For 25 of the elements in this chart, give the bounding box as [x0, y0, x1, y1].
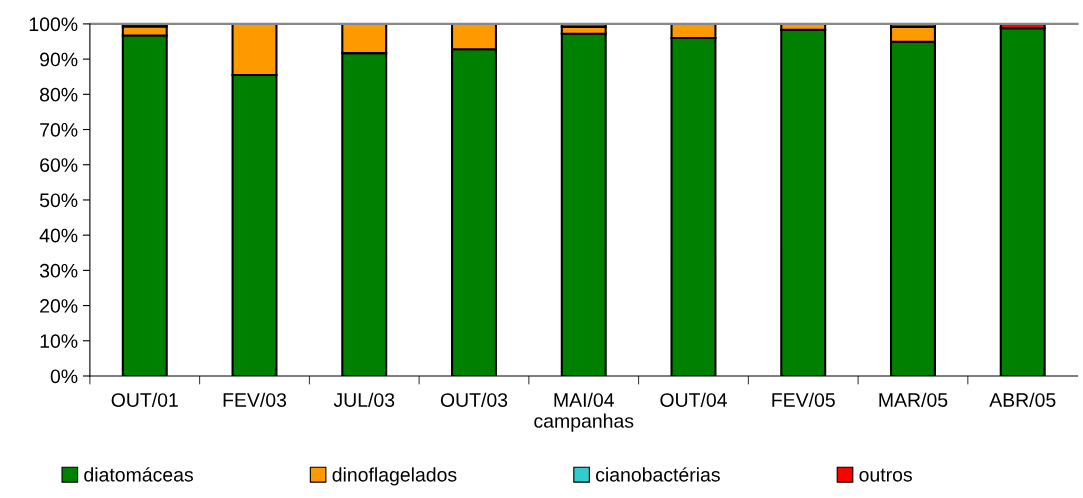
y-tick-label: 40%	[39, 228, 78, 243]
y-tick-label: 100%	[29, 17, 78, 32]
y-tick-label: 90%	[40, 52, 78, 67]
y-tick-label: 60%	[40, 158, 78, 172]
y-tick-label: 70%	[40, 123, 78, 137]
x-tick-label: JUL/03	[333, 392, 395, 407]
y-tick-label: 0%	[50, 369, 78, 384]
y-tick-label: 10%	[40, 334, 78, 349]
y-tick-label: 20%	[40, 299, 78, 313]
legend-label: diatomáceas	[84, 467, 193, 482]
y-tick-label: 50%	[39, 193, 78, 208]
x-tick-label: OUT/03	[440, 392, 508, 407]
x-tick-label: MAR/05	[879, 392, 948, 407]
legend-label: dinoflagelados	[332, 467, 457, 486]
y-tick-label: 30%	[39, 263, 78, 278]
x-tick-label: OUT/04	[660, 392, 727, 407]
x-tick-label: FEV/03	[223, 392, 287, 407]
x-tick-label: MAI/04	[554, 392, 614, 407]
legend-label: cianobactérias	[596, 467, 720, 482]
x-axis-title: campanhas	[534, 413, 634, 432]
y-tick-label: 80%	[40, 87, 78, 102]
legend-label: outros	[859, 468, 912, 482]
x-tick-label: FEV/05	[772, 392, 835, 407]
x-tick-label: ABR/05	[989, 392, 1056, 407]
x-tick-label: OUT/01	[111, 392, 178, 407]
